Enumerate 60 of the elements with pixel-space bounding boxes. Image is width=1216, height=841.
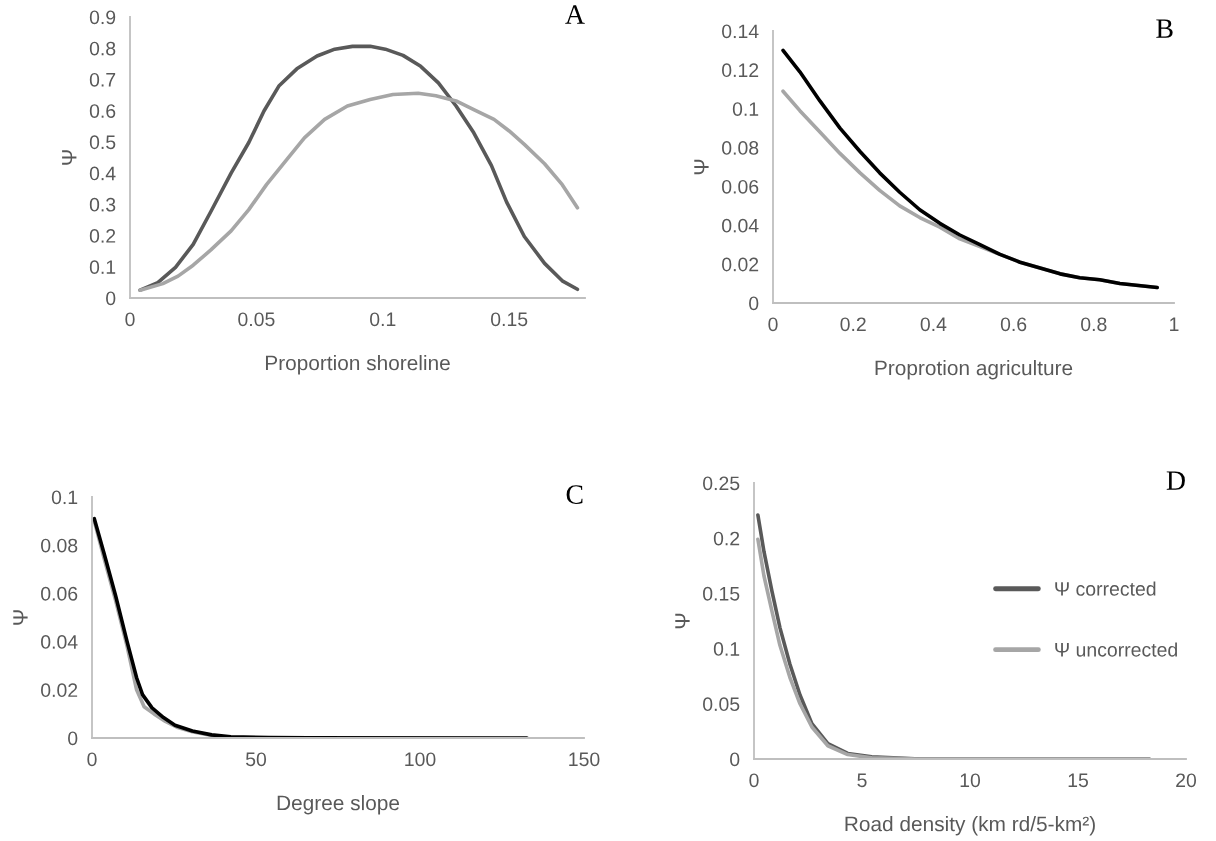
x-axis-title: Degree slope [277,795,400,815]
y-tick-label: 0.15 [703,586,740,601]
chart-title: D [1166,471,1185,490]
y-axis-title: Ψ [62,150,77,165]
y-tick-label: 0.4 [89,166,116,181]
x-tick-label: 0.4 [920,317,947,332]
y-tick-label: 0.05 [703,697,740,712]
y-tick-label: 0.8 [89,41,116,56]
y-axis-title: Ψ [13,610,28,625]
x-tick-label: 0.05 [238,312,275,327]
y-tick-label: 0.1 [89,260,116,275]
y-tick-label: 0.2 [89,229,116,243]
y-tick-label: 0 [106,291,116,306]
legend-label: Ψ uncorrected [1055,642,1177,657]
y-tick-label: 0.25 [703,476,740,491]
y-tick-label: 0.08 [41,538,78,553]
x-tick-label: 20 [1176,773,1197,788]
x-tick-label: 150 [569,752,600,767]
chart-title: B [1156,19,1173,38]
y-tick-label: 0.5 [89,135,116,150]
x-tick-label: 15 [1068,773,1088,788]
x-tick-label: 1 [1170,317,1179,331]
y-tick-label: 0 [749,296,759,311]
chart-title: A [565,5,585,24]
x-tick-label: 0 [768,317,778,332]
x-tick-label: 0.1 [370,312,396,327]
y-tick-label: 0.6 [89,104,116,118]
y-tick-label: 0.02 [722,257,759,272]
y-tick-label: 0.14 [722,24,759,39]
y-tick-label: 0.06 [41,586,78,601]
x-tick-label: 5 [857,773,867,788]
x-axis-title: Road density (km rd/5-km²) [845,816,1095,836]
y-tick-label: 0.1 [732,102,759,116]
y-tick-label: 0.3 [89,197,116,212]
y-tick-label: 0.7 [89,72,116,87]
x-tick-label: 0.2 [840,317,866,332]
x-tick-label: 0.15 [491,312,528,327]
x-tick-label: 0.6 [1000,317,1027,332]
chart-title: C [566,485,583,504]
y-tick-label: 0.1 [713,642,740,656]
x-tick-label: 10 [960,773,981,788]
x-tick-label: 0 [125,312,135,327]
y-tick-label: 0.04 [41,635,78,649]
x-axis-title: Proprotion agriculture [875,360,1073,380]
x-tick-label: 100 [405,752,436,767]
y-tick-label: 0.1 [51,490,78,505]
y-axis-title: Ψ [675,613,690,629]
y-tick-label: 0.08 [722,141,759,155]
y-tick-label: 0.12 [722,63,759,78]
y-tick-label: 0.06 [722,179,759,194]
y-tick-label: 0.2 [713,531,740,546]
y-axis-title: Ψ [694,159,709,175]
y-tick-label: 0.02 [41,683,78,698]
y-tick-label: 0.04 [722,218,759,233]
y-tick-label: 0 [68,731,78,746]
y-tick-label: 0.9 [89,10,116,25]
x-tick-label: 0.8 [1081,317,1107,332]
x-tick-label: 50 [245,752,267,767]
x-axis-title: Proportion shoreline [265,355,450,375]
legend-label: Ψ corrected [1055,581,1156,596]
